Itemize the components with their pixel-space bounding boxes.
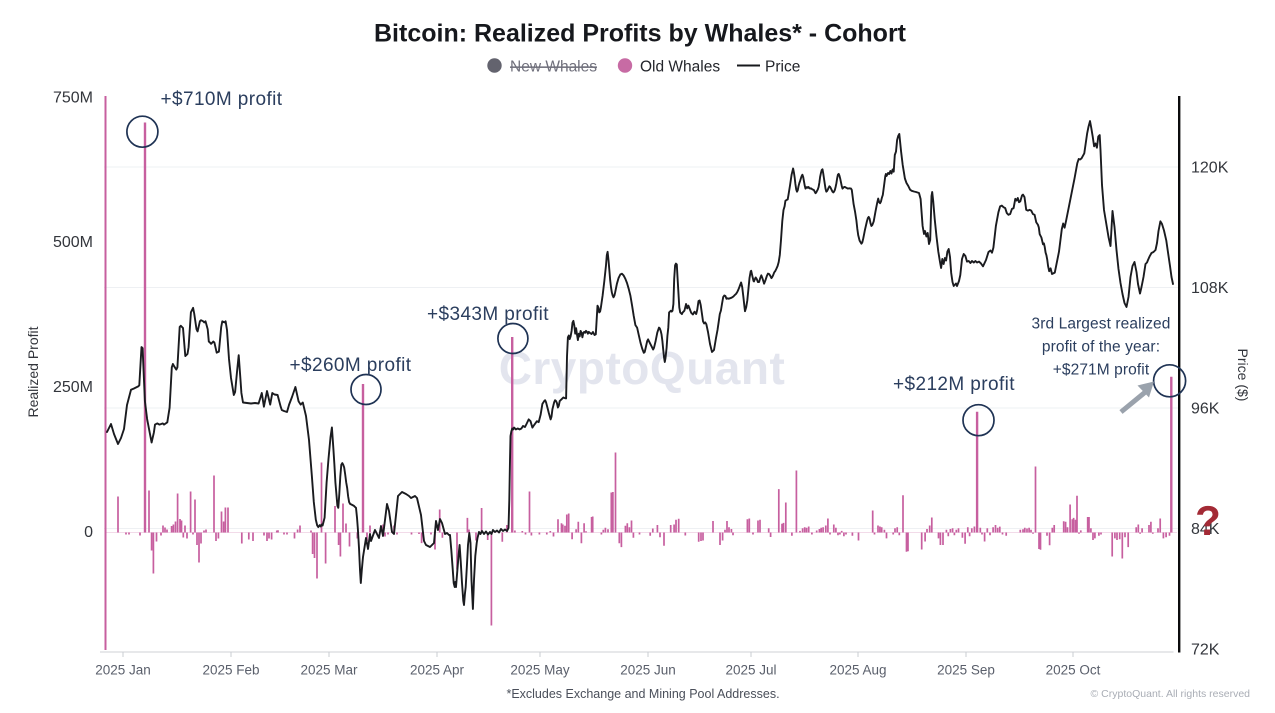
svg-text:2025 Jun: 2025 Jun xyxy=(620,663,676,678)
svg-text:2025 Aug: 2025 Aug xyxy=(829,663,886,678)
svg-text:84K: 84K xyxy=(1191,521,1220,538)
svg-text:+$271M profit: +$271M profit xyxy=(1053,362,1150,379)
svg-text:2025 Feb: 2025 Feb xyxy=(202,663,259,678)
svg-text:?: ? xyxy=(1195,497,1221,544)
svg-text:2025 May: 2025 May xyxy=(510,663,570,678)
svg-text:CryptoQuant: CryptoQuant xyxy=(499,342,786,394)
svg-text:2025 Jul: 2025 Jul xyxy=(725,663,776,678)
svg-text:500M: 500M xyxy=(53,234,93,251)
svg-text:New Whales: New Whales xyxy=(510,59,597,76)
svg-text:2025 Apr: 2025 Apr xyxy=(410,663,465,678)
svg-text:+$710M profit: +$710M profit xyxy=(161,89,283,110)
svg-text:Price ($): Price ($) xyxy=(1235,349,1251,402)
svg-text:96K: 96K xyxy=(1191,401,1220,418)
svg-text:72K: 72K xyxy=(1191,642,1220,659)
svg-text:750M: 750M xyxy=(53,90,93,107)
svg-text:+$343M profit: +$343M profit xyxy=(427,304,549,325)
svg-text:Realized Profit: Realized Profit xyxy=(25,326,41,417)
svg-text:*Excludes Exchange and Mining: *Excludes Exchange and Mining Pool Addre… xyxy=(506,687,779,701)
svg-text:Bitcoin: Realized Profits by W: Bitcoin: Realized Profits by Whales* - C… xyxy=(374,20,907,48)
svg-text:+$260M profit: +$260M profit xyxy=(290,355,412,376)
svg-text:Price: Price xyxy=(765,59,800,76)
svg-text:profit of the year:: profit of the year: xyxy=(1042,339,1160,356)
svg-text:Old Whales: Old Whales xyxy=(640,59,720,76)
svg-text:+$212M profit: +$212M profit xyxy=(893,374,1015,395)
svg-text:2025 Oct: 2025 Oct xyxy=(1046,663,1101,678)
svg-text:0: 0 xyxy=(84,524,93,541)
svg-text:250M: 250M xyxy=(53,379,93,396)
svg-text:120K: 120K xyxy=(1191,160,1229,177)
svg-text:2025 Mar: 2025 Mar xyxy=(300,663,358,678)
svg-text:2025 Jan: 2025 Jan xyxy=(95,663,151,678)
svg-text:© CryptoQuant. All rights rese: © CryptoQuant. All rights reserved xyxy=(1091,688,1251,700)
svg-text:3rd Largest realized: 3rd Largest realized xyxy=(1032,316,1171,333)
svg-text:2025 Sep: 2025 Sep xyxy=(937,663,995,678)
svg-text:108K: 108K xyxy=(1191,280,1229,297)
